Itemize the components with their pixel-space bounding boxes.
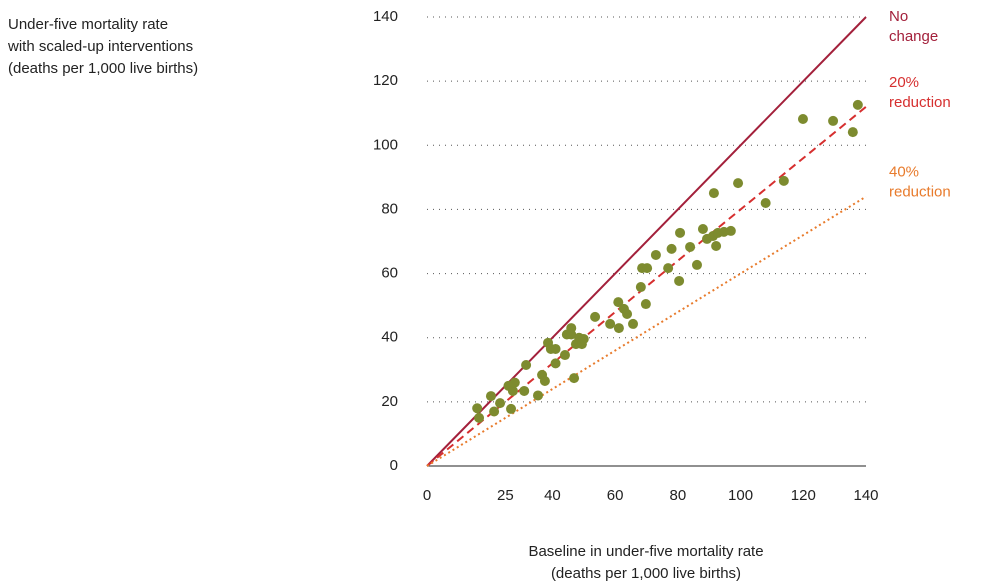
data-point <box>472 403 483 414</box>
data-point <box>566 329 577 340</box>
data-point <box>650 249 661 260</box>
y-tick-label: 40 <box>381 329 398 346</box>
y-tick-label: 140 <box>373 8 398 25</box>
data-point <box>675 227 686 238</box>
data-point <box>622 308 633 319</box>
data-point <box>691 259 702 270</box>
data-point <box>640 299 651 310</box>
data-point <box>663 263 674 274</box>
data-point <box>778 175 789 186</box>
y-axis-title: Under-five mortality rate <box>8 16 168 33</box>
data-point <box>485 391 496 402</box>
reference-line <box>426 16 867 467</box>
y-axis-title: with scaled-up interventions <box>7 38 193 55</box>
data-point <box>685 241 696 252</box>
data-point <box>828 115 839 126</box>
data-point <box>521 359 532 370</box>
data-point <box>590 311 601 322</box>
reference-line-label: No change <box>889 8 938 45</box>
y-tick-label: 0 <box>390 457 398 474</box>
data-point <box>642 263 653 274</box>
reference-line-label: 20% reduction <box>889 74 951 111</box>
x-tick-label: 25 <box>497 487 514 504</box>
data-point <box>635 282 646 293</box>
data-point <box>533 390 544 401</box>
data-point <box>539 376 550 387</box>
y-tick-label: 100 <box>373 136 398 153</box>
data-point <box>550 358 561 369</box>
x-tick-label: 120 <box>791 487 816 504</box>
data-point <box>489 406 500 417</box>
y-axis-title: (deaths per 1,000 live births) <box>8 60 198 77</box>
label-line: reduction <box>889 184 951 201</box>
data-point <box>550 343 561 354</box>
data-point <box>697 223 708 234</box>
x-tick-label: 140 <box>853 487 878 504</box>
data-point <box>613 297 624 308</box>
data-point <box>509 377 520 388</box>
y-tick-label: 60 <box>381 265 398 282</box>
data-point <box>733 178 744 189</box>
y-tick-label: 80 <box>381 200 398 217</box>
data-point <box>474 412 485 423</box>
x-tick-label: 80 <box>670 487 687 504</box>
y-tick-label: 120 <box>373 72 398 89</box>
y-tick-label: 20 <box>381 393 398 410</box>
data-point <box>507 385 518 396</box>
data-point <box>578 333 589 344</box>
data-point <box>559 350 570 361</box>
data-point <box>605 318 616 329</box>
data-point <box>711 240 722 251</box>
x-axis-title: (deaths per 1,000 live births) <box>551 565 741 582</box>
data-point <box>847 127 858 138</box>
data-point <box>760 198 771 209</box>
data-point <box>708 188 719 199</box>
label-line: 40% <box>889 164 919 181</box>
reference-line-label: 40% reduction <box>889 164 951 201</box>
data-point <box>519 385 530 396</box>
x-tick-label: 40 <box>544 487 561 504</box>
label-line: reduction <box>889 94 951 111</box>
x-tick-label: 0 <box>423 487 431 504</box>
data-point <box>666 243 677 254</box>
data-point <box>852 99 863 110</box>
data-point <box>674 275 685 286</box>
data-point <box>569 373 580 384</box>
data-point <box>495 398 506 409</box>
x-tick-label: 60 <box>607 487 624 504</box>
data-point <box>506 403 517 414</box>
label-line: change <box>889 28 938 45</box>
reference-line <box>426 195 867 467</box>
x-tick-label: 100 <box>728 487 753 504</box>
data-point <box>725 225 736 236</box>
label-line: 20% <box>889 74 919 91</box>
data-point <box>628 318 639 329</box>
data-point <box>613 323 624 334</box>
x-axis-title: Baseline in under-five mortality rate <box>528 543 763 560</box>
data-point <box>797 113 808 124</box>
label-line: No <box>889 8 908 25</box>
